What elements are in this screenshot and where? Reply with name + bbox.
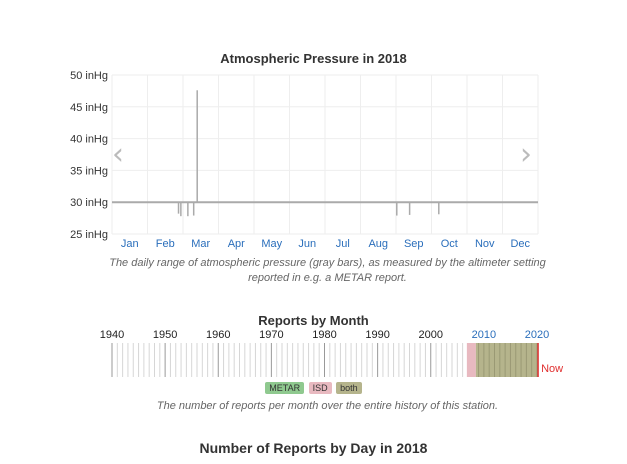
reports-by-month-title: Reports by Month [258,313,369,328]
legend-both: both [336,382,362,394]
year-tick-label: 1940 [100,329,124,341]
x-tick-label: Oct [441,238,458,250]
x-tick-label: Feb [156,238,175,250]
x-tick-label: Apr [228,238,245,250]
next-year-arrow-icon[interactable]: › [520,137,532,172]
chart-caption: The daily range of atmospheric pressure … [109,257,546,284]
legend-isd: ISD [308,382,332,394]
x-tick-label: Mar [191,238,210,250]
x-tick-label: Nov [475,238,495,250]
y-tick-label: 45 inHg [70,102,108,114]
legend-metar: METAR [265,382,305,394]
x-tick-label: Jul [336,238,350,250]
x-tick-label: Jan [121,238,139,250]
y-tick-label: 40 inHg [70,134,108,146]
reports-legend: METAR ISD both [0,382,627,394]
both-reports-bar [475,343,539,377]
year-tick-label: 1990 [365,329,389,341]
daily-reports-title: Number of Reports by Day in 2018 [199,440,428,456]
x-tick-label: May [261,238,282,250]
y-tick-label: 30 inHg [70,197,108,209]
previous-year-arrow-icon[interactable]: ‹ [112,137,124,172]
y-tick-label: 50 inHg [70,70,108,82]
year-tick-label: 2020 [525,329,549,341]
year-tick-label: 2010 [472,329,496,341]
chart-title: Atmospheric Pressure in 2018 [220,51,407,66]
year-tick-label: 2000 [419,329,443,341]
y-tick-label: 35 inHg [70,165,108,177]
year-tick-label: 1960 [206,329,230,341]
y-tick-label: 25 inHg [70,229,108,241]
year-tick-label: 1970 [259,329,283,341]
x-tick-label: Dec [510,238,530,250]
isd-reports-bar [466,343,476,377]
x-tick-label: Sep [404,238,424,250]
year-tick-label: 1950 [153,329,177,341]
x-tick-label: Jun [298,238,316,250]
year-tick-label: 1980 [312,329,336,341]
x-tick-label: Aug [368,238,388,250]
reports-caption: The number of reports per month over the… [156,400,499,412]
now-label: Now [541,363,563,375]
